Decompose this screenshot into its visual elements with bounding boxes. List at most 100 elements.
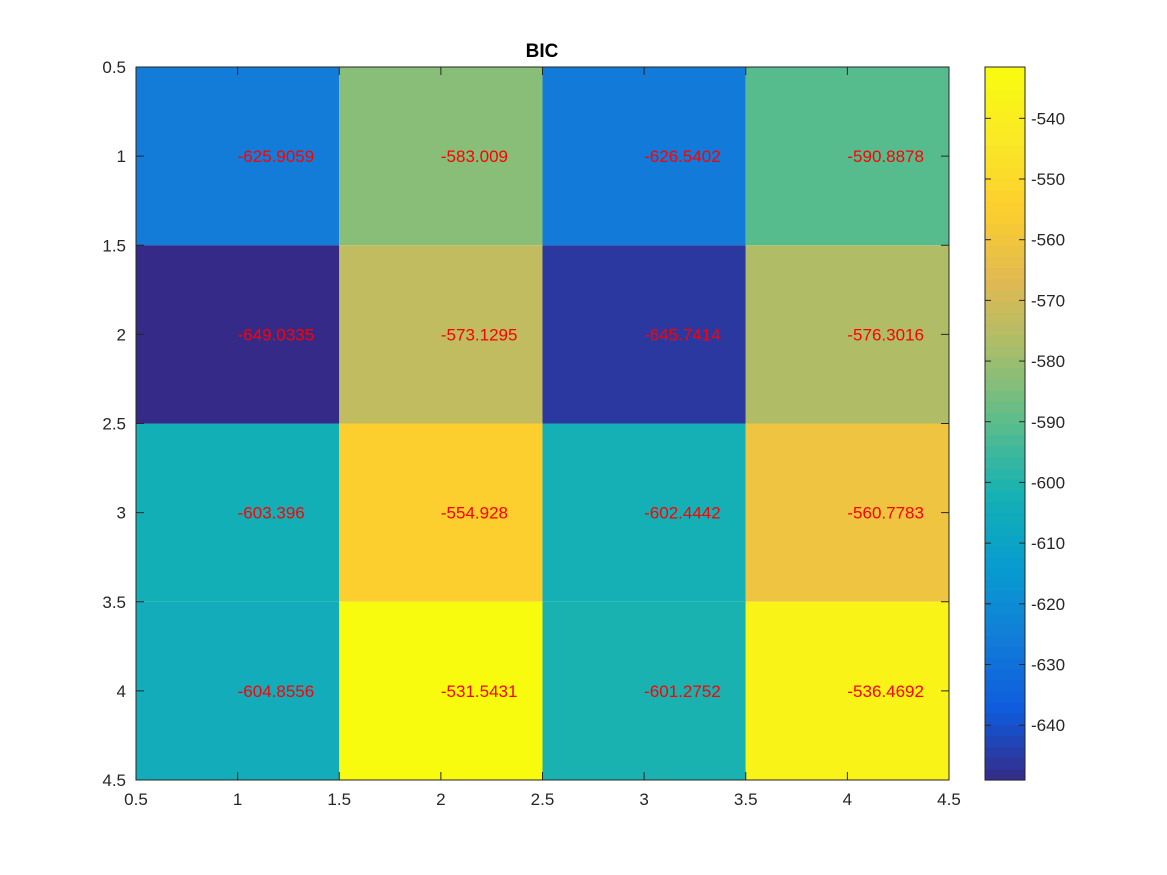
colorbar-segment <box>985 245 1025 257</box>
colorbar-segment <box>985 568 1025 581</box>
colorbar-tick-label: -560 <box>1031 231 1065 250</box>
colorbar-segment <box>985 690 1025 703</box>
cell-value-label-r3-c4: -560.7783 <box>847 504 924 523</box>
heatmap-cell-r2-c1 <box>136 245 340 424</box>
heatmap-cell-r3-c4 <box>745 423 949 602</box>
cell-value-label-r2-c3: -645.7414 <box>644 325 721 344</box>
colorbar-segment <box>985 390 1025 402</box>
colorbar-segment <box>985 557 1025 569</box>
colorbar-segment <box>985 713 1025 725</box>
y-tick-label: 4.5 <box>102 771 126 790</box>
colorbar-segment <box>985 67 1025 79</box>
colorbar-segment <box>985 144 1025 157</box>
colorbar-segment <box>985 456 1025 469</box>
colorbar-segment <box>985 646 1025 659</box>
colorbar-segment <box>985 211 1025 224</box>
cell-value-label-r4-c4: -536.4692 <box>847 682 924 701</box>
colorbar-segment <box>985 679 1025 692</box>
colorbar-segment <box>985 289 1025 302</box>
colorbar-segment <box>985 89 1025 102</box>
colorbar-tick-label: -640 <box>1031 716 1065 735</box>
colorbar-segment <box>985 278 1025 291</box>
colorbar-segment <box>985 735 1025 748</box>
colorbar-tick-label: -570 <box>1031 291 1065 310</box>
colorbar-segment <box>985 490 1025 503</box>
colorbar-tick-label: -580 <box>1031 352 1065 371</box>
heatmap-cell-r1-c2 <box>339 67 543 246</box>
colorbar-segment <box>985 356 1025 369</box>
colorbar-segment <box>985 412 1025 425</box>
cell-value-label-r3-c3: -602.4442 <box>644 504 721 523</box>
cell-value-label-r2-c2: -573.1295 <box>441 325 518 344</box>
colorbar-segment <box>985 401 1025 413</box>
colorbar-segment <box>985 724 1025 737</box>
colorbar-tick-label: -550 <box>1031 170 1065 189</box>
colorbar-segment <box>985 590 1025 603</box>
colorbar-segment <box>985 111 1025 124</box>
y-tick-label: 2.5 <box>102 415 126 434</box>
colorbar-segment <box>985 300 1025 313</box>
heatmap-cell-r2-c3 <box>542 245 746 424</box>
cell-value-label-r1-c3: -626.5402 <box>644 147 721 166</box>
cell-value-label-r2-c4: -576.3016 <box>847 325 924 344</box>
axes: 0.5 1 1.5 2 2.5 3 3.5 4 4.50.511.522.533.544.5 <box>102 58 960 809</box>
colorbar-segment <box>985 434 1025 447</box>
colorbar-tick-label: -630 <box>1031 655 1065 674</box>
colorbar-segment <box>985 122 1025 135</box>
heatmap-cell-r4-c1 <box>136 601 340 780</box>
colorbar-segment <box>985 624 1025 636</box>
chart-title: BIC <box>526 41 559 62</box>
colorbar-frame <box>984 66 1026 781</box>
cell-value-label-r1-c1: -625.9059 <box>238 147 315 166</box>
colorbar-segment <box>985 423 1025 436</box>
heatmap-cell-labels: -625.9059 -583.009 -626.5402 -590.8878 -649.… <box>238 147 924 701</box>
heatmap-cell-r4-c4 <box>745 601 949 780</box>
colorbar-segment <box>985 612 1025 625</box>
x-tick-label: 2 <box>436 790 445 809</box>
heatmap-cell-r1-c1 <box>136 67 340 246</box>
heatmap-cell-r1-c3 <box>542 67 746 246</box>
colorbar-tick-label: -600 <box>1031 473 1065 492</box>
colorbar-segment <box>985 546 1025 558</box>
colorbar-segment <box>985 367 1025 380</box>
cell-value-label-r4-c2: -531.5431 <box>441 682 518 701</box>
colorbar-segment <box>985 200 1025 213</box>
cell-value-label-r4-c1: -604.8556 <box>238 682 315 701</box>
y-tick-label: 0.5 <box>102 58 126 77</box>
colorbar-segment <box>985 267 1025 280</box>
colorbar-segment <box>985 78 1025 90</box>
colorbar-segment <box>985 768 1025 781</box>
x-tick-label: 2.5 <box>531 790 555 809</box>
colorbar-segment <box>985 312 1025 324</box>
cell-value-label-r3-c2: -554.928 <box>441 504 508 523</box>
heatmap-cell-r3-c1 <box>136 423 340 602</box>
colorbar-tick-label: -590 <box>1031 413 1065 432</box>
colorbar-segment <box>985 579 1025 592</box>
heatmap-cell-r1-c4 <box>745 67 949 246</box>
colorbar-segment <box>985 334 1025 347</box>
x-tick-label: 1.5 <box>327 790 351 809</box>
colorbar-segment <box>985 501 1025 514</box>
colorbar-segment <box>985 657 1025 670</box>
cell-value-label-r3-c1: -603.396 <box>238 504 305 523</box>
colorbar-segment <box>985 345 1025 358</box>
colorbar-segment <box>985 601 1025 614</box>
colorbar-segment <box>985 156 1025 168</box>
colorbar-tick-label: -610 <box>1031 534 1065 553</box>
colorbar-segment <box>985 702 1025 714</box>
x-tick-label: 4.5 <box>937 790 961 809</box>
x-tick-label: 3.5 <box>734 790 758 809</box>
y-tick-label: 2 <box>117 325 126 344</box>
colorbar-tick-label: -540 <box>1031 109 1065 128</box>
cell-value-label-r1-c4: -590.8878 <box>847 147 924 166</box>
colorbar-segment <box>985 523 1025 536</box>
heatmap-cell-r4-c2 <box>339 601 543 780</box>
heatmap-cell-r2-c4 <box>745 245 949 424</box>
heatmap-cell-r4-c3 <box>542 601 746 780</box>
colorbar-segment <box>985 133 1025 146</box>
x-tick-label: 3 <box>639 790 648 809</box>
cell-value-label-r4-c3: -601.2752 <box>644 682 721 701</box>
colorbar-segment <box>985 222 1025 235</box>
colorbar-segment <box>985 479 1025 491</box>
